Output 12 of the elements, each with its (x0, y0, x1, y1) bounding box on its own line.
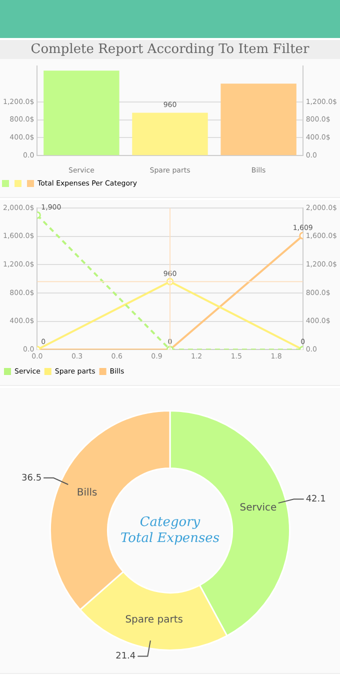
data-label: 21.4 (116, 652, 136, 662)
data-label: 42.1 (306, 494, 326, 504)
slice-label: Spare parts (125, 614, 183, 626)
chart-title: Complete Report According To Item Filter (0, 40, 340, 59)
bar (132, 112, 208, 156)
data-label: 36.5 (22, 473, 42, 484)
bar (220, 84, 296, 156)
text: Category (138, 514, 202, 530)
text: Total Expenses (120, 530, 220, 546)
slice-label: Service (240, 502, 277, 514)
slice-label: Bills (76, 488, 98, 499)
bar (44, 70, 120, 156)
